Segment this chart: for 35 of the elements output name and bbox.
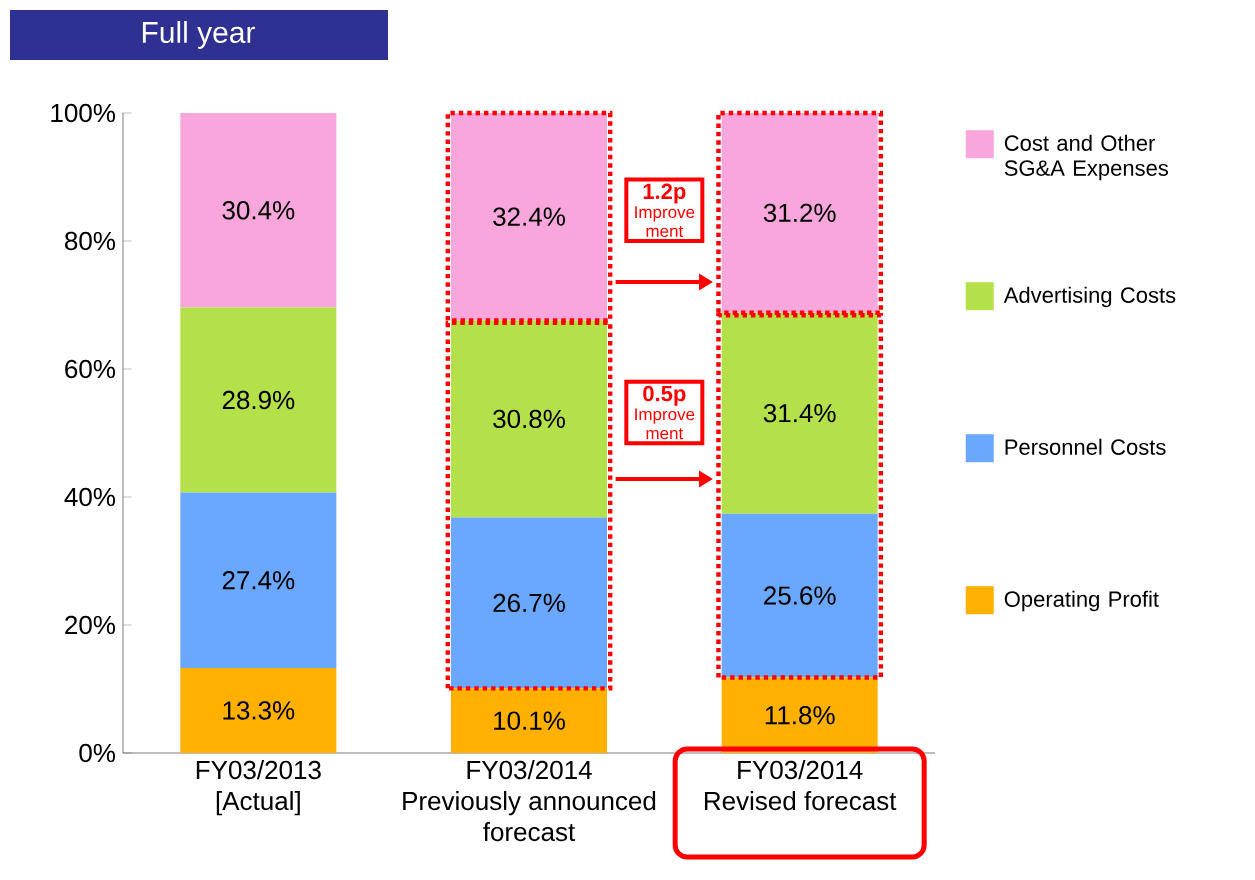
bar	[180, 667, 337, 753]
data-label: 30.4%	[222, 201, 295, 220]
y-tick-label: 100%	[51, 103, 116, 123]
bar	[180, 492, 337, 668]
data-label: 28.9%	[222, 390, 295, 410]
annotation: Improve ment	[635, 408, 695, 440]
legend-label: Advertising Costs	[1003, 286, 1176, 308]
data-label: 31.2%	[763, 203, 836, 223]
data-label: 25.6%	[764, 586, 836, 605]
bar	[180, 113, 337, 308]
legend-label: Personnel Costs	[1005, 438, 1166, 455]
data-label: 11.8%	[765, 706, 835, 725]
x-tick-label: FY03/2014 Revised forecast	[704, 760, 897, 811]
data-label: 10.1%	[494, 711, 565, 730]
data-label: 32.4%	[493, 207, 565, 226]
data-label: 31.4%	[763, 403, 836, 423]
y-tick-label: 40%	[64, 487, 116, 507]
annotation: 1.2p	[643, 183, 686, 204]
annotation: 0.5p	[643, 385, 686, 406]
annotation: Improve ment	[635, 206, 695, 238]
y-tick-label: 20%	[65, 615, 116, 635]
x-tick-label: FY03/2013 [Actual]	[196, 760, 321, 816]
data-label: 13.3%	[223, 701, 295, 720]
y-tick-label: 0%	[79, 743, 116, 763]
data-label: 27.4%	[222, 571, 295, 590]
y-tick-label: 80%	[65, 231, 116, 251]
bar	[180, 307, 337, 493]
bar	[451, 688, 607, 753]
data-label: 30.8%	[493, 409, 565, 429]
chart-title: Full year	[142, 21, 255, 49]
legend-label: Cost and Other SG&A Expenses	[1004, 134, 1169, 181]
x-tick-label: FY03/2014 Previously announced forecast	[403, 760, 656, 842]
data-label: 26.7%	[493, 593, 565, 613]
y-tick-label: 60%	[65, 359, 116, 379]
legend-label: Operating Profit	[1004, 590, 1159, 612]
